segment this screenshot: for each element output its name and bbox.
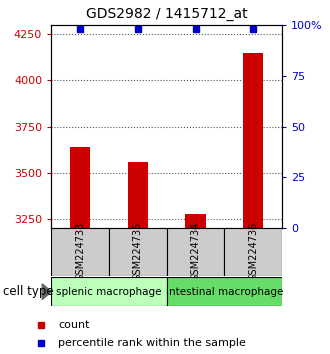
Text: count: count bbox=[58, 320, 90, 330]
Text: GSM224734: GSM224734 bbox=[190, 222, 201, 281]
Text: percentile rank within the sample: percentile rank within the sample bbox=[58, 338, 246, 348]
Text: splenic macrophage: splenic macrophage bbox=[56, 287, 162, 297]
Bar bbox=[128, 162, 148, 228]
Bar bbox=[185, 213, 206, 228]
Bar bbox=[243, 52, 263, 228]
Polygon shape bbox=[42, 284, 51, 299]
Text: GSM224736: GSM224736 bbox=[248, 222, 258, 281]
Text: intestinal macrophage: intestinal macrophage bbox=[166, 287, 283, 297]
Bar bbox=[70, 147, 90, 228]
Bar bbox=[51, 228, 109, 276]
Bar bbox=[109, 228, 167, 276]
Text: GSM224735: GSM224735 bbox=[133, 222, 143, 281]
Bar bbox=[167, 277, 282, 306]
Bar bbox=[224, 228, 282, 276]
Title: GDS2982 / 1415712_at: GDS2982 / 1415712_at bbox=[86, 7, 248, 21]
Text: cell type: cell type bbox=[3, 285, 54, 298]
Bar bbox=[51, 277, 167, 306]
Bar bbox=[167, 228, 224, 276]
Text: GSM224733: GSM224733 bbox=[75, 222, 85, 281]
